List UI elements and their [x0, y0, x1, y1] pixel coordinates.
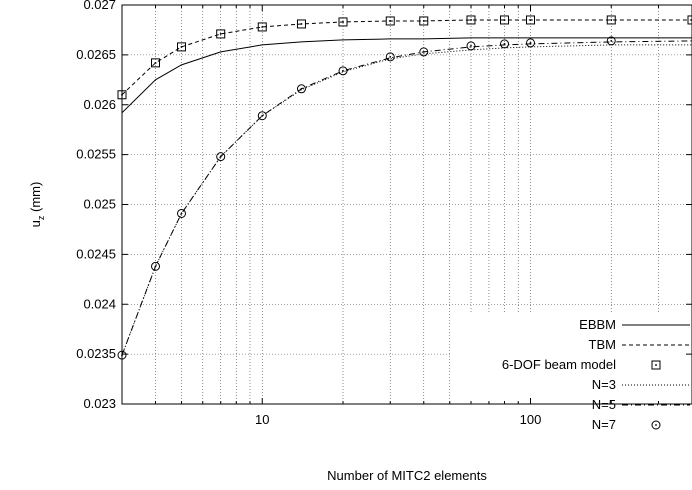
legend-sample-marker — [651, 360, 661, 370]
data-point-center — [180, 212, 183, 215]
data-point — [606, 15, 616, 25]
data-point-center — [389, 20, 392, 22]
legend-sample-marker-center — [655, 364, 657, 366]
data-point — [500, 15, 510, 25]
data-point-center — [389, 55, 392, 58]
y-tick-label: 0.026 — [83, 97, 116, 112]
data-point-center — [470, 19, 472, 21]
data-point — [606, 36, 616, 46]
data-point — [466, 15, 476, 25]
series-2 — [117, 15, 692, 100]
data-point-center — [154, 265, 157, 268]
series-5 — [117, 36, 616, 360]
y-tick-label: 0.0255 — [76, 147, 116, 162]
data-point-center — [529, 19, 532, 21]
grid — [122, 5, 692, 404]
data-point — [216, 152, 226, 162]
y-axis-label: uz (mm) — [28, 182, 46, 228]
y-tick-label: 0.023 — [83, 396, 116, 411]
legend-sample-marker — [651, 420, 661, 430]
data-point-center — [503, 19, 506, 21]
data-point-center — [503, 43, 506, 45]
data-point-center — [154, 62, 157, 64]
data-point — [151, 58, 161, 68]
data-point — [419, 16, 429, 26]
series-line — [121, 37, 692, 114]
data-point — [419, 47, 429, 57]
data-point — [216, 29, 226, 39]
y-tick-label: 0.0265 — [76, 47, 116, 62]
series-3 — [121, 44, 692, 356]
data-point-center — [219, 33, 222, 35]
series-1 — [121, 19, 692, 96]
data-point-center — [180, 46, 183, 48]
legend-label: N=7 — [592, 417, 616, 432]
legend-label: EBBM — [579, 317, 616, 332]
data-point — [385, 52, 395, 62]
data-point-center — [300, 87, 303, 90]
data-point — [338, 17, 348, 27]
series-line — [121, 19, 692, 96]
legend-label: 6-DOF beam model — [502, 357, 616, 372]
data-point-center — [422, 50, 425, 53]
y-axis-label-subscript: z — [36, 215, 46, 220]
data-point — [177, 208, 187, 218]
y-axis-label-main: u — [28, 220, 43, 227]
axes: 0.023 0.0235 0.024 0.0245 0.025 0.0255 0.026 0.… — [76, 0, 692, 427]
data-point-center — [470, 44, 472, 47]
legend-label: N=3 — [592, 377, 616, 392]
series-line — [121, 40, 692, 356]
legend-sample-marker-center — [655, 424, 657, 426]
data-point-center — [422, 20, 425, 22]
y-tick-label: 0.027 — [83, 0, 116, 12]
data-point-center — [342, 69, 344, 72]
legend-background — [450, 313, 692, 437]
data-point-center — [261, 114, 264, 117]
data-point — [500, 39, 510, 49]
data-point — [338, 66, 348, 76]
data-point — [526, 15, 536, 25]
data-point — [687, 15, 692, 25]
y-tick-label: 0.025 — [83, 197, 116, 212]
series-line — [121, 44, 692, 356]
data-point-center — [529, 42, 532, 44]
y-tick-label: 0.0245 — [76, 246, 116, 261]
y-tick-label: 0.024 — [83, 296, 116, 311]
data-point — [466, 41, 476, 51]
data-point — [151, 261, 161, 271]
data-point — [296, 84, 306, 94]
data-point-center — [610, 19, 613, 21]
data-point — [526, 38, 536, 48]
x-tick-label: 100 — [520, 412, 542, 427]
data-point — [296, 19, 306, 29]
data-point — [385, 16, 395, 26]
y-axis-label-unit: (mm) — [28, 182, 43, 216]
data-point — [257, 111, 267, 121]
series-4 — [121, 40, 692, 356]
data-point-center — [219, 155, 222, 158]
x-tick-label: 10 — [255, 412, 269, 427]
y-tick-label: 0.0235 — [76, 346, 116, 361]
data-point-center — [261, 26, 264, 28]
data-point-center — [300, 23, 303, 25]
data-point — [177, 42, 187, 52]
legend-label: TBM — [589, 337, 616, 352]
series-group — [117, 15, 692, 360]
x-axis-label: Number of MITC2 elements — [327, 468, 487, 483]
series-0 — [121, 37, 692, 114]
data-point-center — [342, 21, 344, 23]
data-point — [257, 22, 267, 32]
data-point-center — [610, 40, 613, 42]
